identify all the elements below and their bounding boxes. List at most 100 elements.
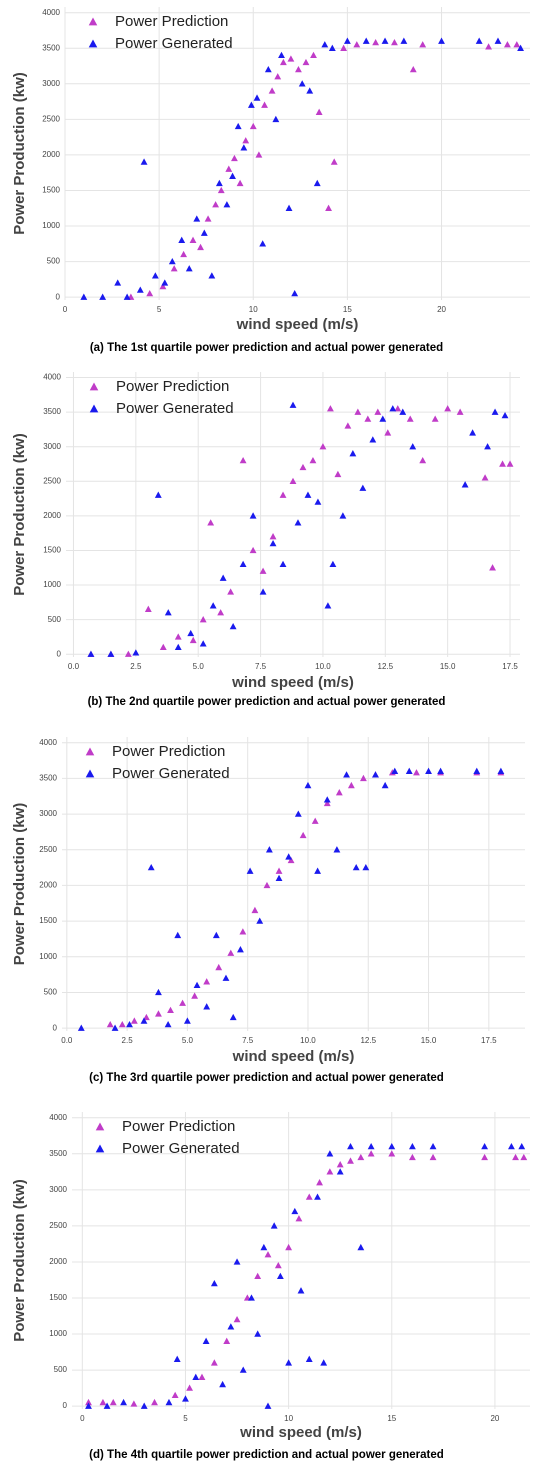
point (165, 1398, 173, 1406)
point (265, 846, 273, 853)
point (413, 769, 420, 776)
point (200, 229, 208, 236)
y-tick-label: 3500 (42, 43, 60, 52)
point (80, 293, 88, 300)
point (494, 37, 502, 44)
point (328, 44, 336, 51)
point (269, 539, 277, 547)
point (124, 650, 132, 657)
point (409, 65, 417, 73)
y-axis-label: Power Production (kw) (11, 803, 28, 966)
point (187, 629, 195, 637)
caption: (b) The 2nd quartile power prediction an… (88, 696, 446, 708)
point (287, 55, 295, 62)
point (297, 1287, 305, 1294)
point (497, 767, 505, 774)
point (85, 1398, 92, 1406)
y-tick-label: 3500 (39, 773, 57, 782)
point (438, 37, 445, 44)
point (491, 408, 499, 415)
point (489, 564, 496, 571)
point (259, 588, 267, 595)
point (336, 1168, 344, 1175)
legend-label: Power Prediction (115, 13, 228, 30)
point (323, 796, 331, 803)
point (343, 37, 351, 44)
point (193, 981, 201, 989)
point (142, 1013, 150, 1021)
point (347, 1157, 354, 1164)
point (217, 609, 225, 616)
point (324, 602, 332, 609)
point (274, 73, 282, 80)
point (437, 767, 445, 774)
legend-marker (95, 1144, 105, 1153)
point (326, 405, 334, 412)
y-tick-label: 1000 (39, 952, 57, 961)
point (209, 602, 217, 609)
x-tick-label: 17.5 (481, 1036, 497, 1045)
y-tick-label: 1500 (49, 1293, 67, 1302)
point (151, 1398, 158, 1406)
x-tick-label: 0.0 (68, 662, 80, 671)
x-axis-label: wind speed (m/s) (232, 1048, 355, 1065)
point (199, 616, 207, 623)
point (360, 774, 367, 782)
point (154, 491, 162, 498)
point (130, 1400, 138, 1407)
point (174, 643, 182, 651)
point (239, 456, 247, 464)
point (182, 1395, 189, 1402)
point (164, 1020, 172, 1028)
point (409, 443, 417, 450)
point (352, 863, 360, 871)
point (481, 1153, 489, 1161)
point (298, 80, 306, 87)
point (359, 484, 367, 491)
point (333, 846, 341, 853)
point (372, 38, 380, 46)
point (285, 1359, 293, 1366)
point (234, 122, 242, 130)
point (191, 992, 199, 999)
point (171, 1391, 179, 1399)
point (203, 1003, 211, 1010)
point (512, 1153, 519, 1161)
point (469, 429, 477, 436)
x-tick-label: 2.5 (130, 662, 142, 671)
x-tick-label: 10 (284, 1414, 293, 1423)
point (85, 1402, 92, 1409)
x-tick-label: 2.5 (122, 1036, 134, 1045)
point (289, 477, 297, 484)
point (225, 165, 233, 172)
point (254, 1272, 262, 1280)
point (208, 272, 216, 279)
x-tick-label: 5 (157, 305, 162, 314)
point (189, 236, 197, 243)
y-axis-label: Power Production (kw) (11, 1179, 28, 1342)
point (140, 1017, 148, 1024)
point (279, 58, 287, 66)
point (313, 179, 321, 187)
point (255, 151, 263, 158)
point (314, 1193, 321, 1200)
y-tick-label: 2000 (43, 511, 61, 520)
point (264, 1402, 272, 1409)
point (329, 560, 337, 568)
legend-label: Power Generated (115, 35, 233, 52)
point (367, 1150, 375, 1157)
legend-marker (85, 747, 95, 756)
point (107, 650, 115, 657)
point (189, 636, 197, 644)
point (299, 463, 307, 471)
point (233, 1258, 241, 1265)
point (391, 767, 399, 774)
point (174, 931, 182, 939)
y-tick-label: 4000 (39, 738, 57, 747)
point (247, 101, 255, 108)
point (198, 1373, 206, 1380)
point (103, 1402, 111, 1409)
point (155, 1010, 162, 1017)
point (223, 201, 231, 208)
